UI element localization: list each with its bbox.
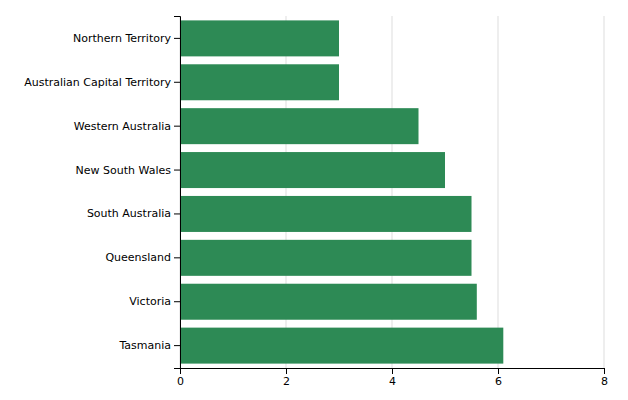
- tick-label: Australian Capital Territory: [24, 76, 171, 89]
- tick-label: 8: [601, 375, 608, 388]
- x-tick: 8: [601, 368, 608, 388]
- grid-line: [604, 16, 605, 368]
- x-axis: 0 2 4 6 8: [177, 368, 608, 388]
- bars: [180, 20, 503, 363]
- tick-label: Victoria: [129, 295, 171, 308]
- y-tick: South Australia: [87, 207, 180, 220]
- x-tick: 2: [283, 368, 290, 388]
- axis-line: [181, 369, 605, 375]
- plot: 0 2 4 6 8 Tasmania Victoria Queensland South Aus…: [24, 16, 608, 388]
- y-tick: Tasmania: [118, 339, 180, 352]
- bar: [180, 108, 419, 144]
- bar: [180, 64, 339, 100]
- grid: [180, 16, 604, 368]
- y-tick: Queensland: [105, 251, 180, 264]
- tick-label: 2: [283, 375, 290, 388]
- tick-mark: [174, 82, 180, 83]
- axis-line: [174, 17, 181, 369]
- tick-mark: [174, 257, 180, 258]
- tick-mark: [604, 368, 605, 374]
- x-tick: 4: [389, 368, 396, 388]
- tick-label: New South Wales: [76, 164, 172, 177]
- tick-mark: [174, 213, 180, 214]
- y-tick: Australian Capital Territory: [24, 76, 180, 89]
- bar: [180, 196, 472, 232]
- tick-label: Northern Territory: [73, 32, 171, 45]
- tick-mark: [174, 301, 180, 302]
- y-tick: Western Australia: [74, 120, 180, 133]
- grid-line: [498, 16, 499, 368]
- tick-mark: [392, 368, 393, 374]
- tick-label: South Australia: [87, 207, 171, 220]
- y-axis: Tasmania Victoria Queensland South Australi…: [24, 17, 180, 369]
- y-tick: Northern Territory: [73, 32, 180, 45]
- bar: [180, 20, 339, 56]
- tick-mark: [174, 126, 180, 127]
- tick-mark: [174, 170, 180, 171]
- tick-label: Tasmania: [118, 339, 171, 352]
- tick-label: 6: [495, 375, 502, 388]
- tick-mark: [174, 38, 180, 39]
- x-tick: 6: [495, 368, 502, 388]
- tick-mark: [174, 345, 180, 346]
- bar: [180, 284, 477, 320]
- x-tick: 0: [177, 368, 184, 388]
- y-tick: Victoria: [129, 295, 180, 308]
- tick-label: Queensland: [105, 251, 171, 264]
- bar: [180, 328, 503, 364]
- tick-mark: [286, 368, 287, 374]
- tick-label: Western Australia: [74, 120, 171, 133]
- tick-label: 4: [389, 375, 396, 388]
- tick-label: 0: [177, 375, 184, 388]
- bar: [180, 240, 472, 276]
- chart: 0 2 4 6 8 Tasmania Victoria Queensland South Aus…: [0, 0, 628, 400]
- y-tick: New South Wales: [76, 164, 180, 177]
- tick-mark: [498, 368, 499, 374]
- bar: [180, 152, 445, 188]
